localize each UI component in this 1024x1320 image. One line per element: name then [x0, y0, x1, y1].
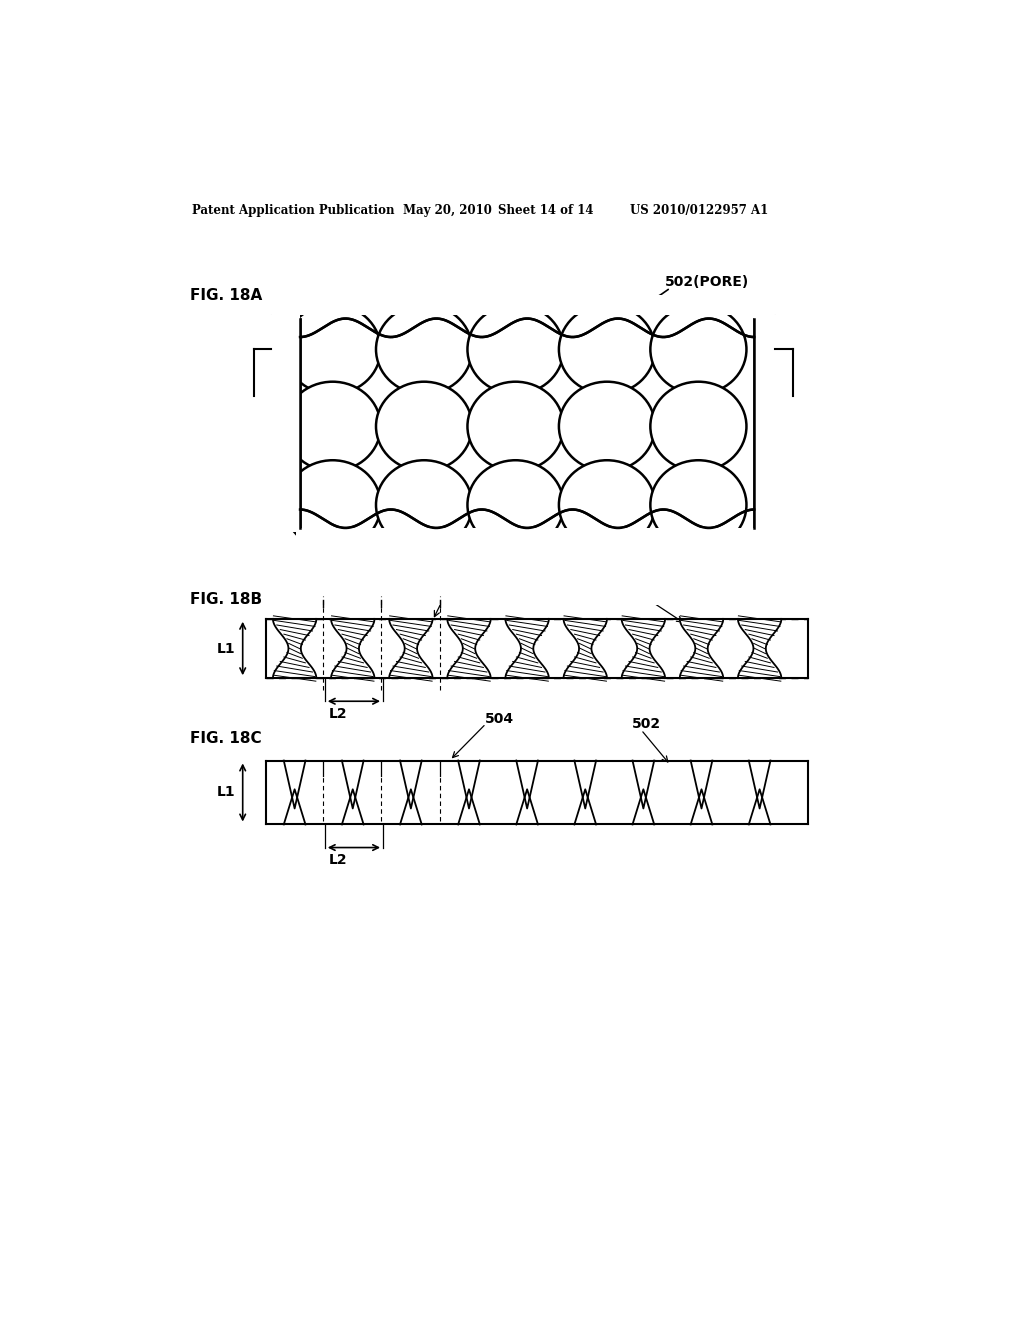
- Text: Sheet 14 of 14: Sheet 14 of 14: [499, 205, 594, 218]
- Text: 502(PORE): 502(PORE): [665, 275, 750, 289]
- Ellipse shape: [559, 381, 655, 471]
- Bar: [266, 619, 809, 678]
- Text: FIG. 18C: FIG. 18C: [190, 731, 261, 746]
- Text: c: c: [240, 366, 248, 379]
- Polygon shape: [738, 619, 781, 678]
- Text: FIG. 18B: FIG. 18B: [190, 593, 262, 607]
- Text: L2: L2: [329, 853, 347, 867]
- Ellipse shape: [376, 381, 472, 471]
- Bar: [296, 296, 758, 314]
- Ellipse shape: [467, 305, 563, 395]
- Text: 504: 504: [484, 711, 514, 726]
- Ellipse shape: [467, 381, 563, 471]
- Ellipse shape: [650, 381, 746, 471]
- Ellipse shape: [650, 305, 746, 395]
- Text: b: b: [779, 322, 790, 337]
- Ellipse shape: [559, 305, 655, 395]
- Ellipse shape: [376, 305, 472, 395]
- Text: US 2010/0122957 A1: US 2010/0122957 A1: [630, 205, 768, 218]
- Text: 504: 504: [445, 576, 475, 589]
- Ellipse shape: [376, 461, 472, 549]
- Text: c: c: [798, 366, 806, 379]
- Ellipse shape: [650, 461, 746, 549]
- Ellipse shape: [559, 461, 655, 549]
- Bar: [300, 318, 755, 528]
- Text: L1: L1: [217, 642, 236, 656]
- Polygon shape: [563, 619, 607, 678]
- Ellipse shape: [285, 461, 381, 549]
- Ellipse shape: [467, 461, 563, 549]
- Text: 502: 502: [624, 578, 653, 593]
- Text: D1: D1: [299, 561, 319, 576]
- Polygon shape: [331, 619, 375, 678]
- Text: L2: L2: [329, 706, 347, 721]
- Polygon shape: [622, 619, 665, 678]
- Bar: [296, 528, 758, 605]
- Ellipse shape: [285, 381, 381, 471]
- Polygon shape: [389, 619, 432, 678]
- Bar: [755, 314, 909, 532]
- Text: FIG. 18A: FIG. 18A: [190, 288, 262, 304]
- Bar: [266, 760, 809, 825]
- Text: L1: L1: [217, 785, 236, 800]
- Text: Patent Application Publication: Patent Application Publication: [191, 205, 394, 218]
- Bar: [128, 314, 300, 532]
- Polygon shape: [506, 619, 549, 678]
- Text: 500(POROUS FILM): 500(POROUS FILM): [407, 556, 570, 570]
- Text: b: b: [276, 322, 286, 337]
- Text: 502: 502: [632, 717, 660, 731]
- Polygon shape: [273, 619, 316, 678]
- Polygon shape: [680, 619, 723, 678]
- Polygon shape: [447, 619, 490, 678]
- Ellipse shape: [285, 305, 381, 395]
- Text: May 20, 2010: May 20, 2010: [403, 205, 492, 218]
